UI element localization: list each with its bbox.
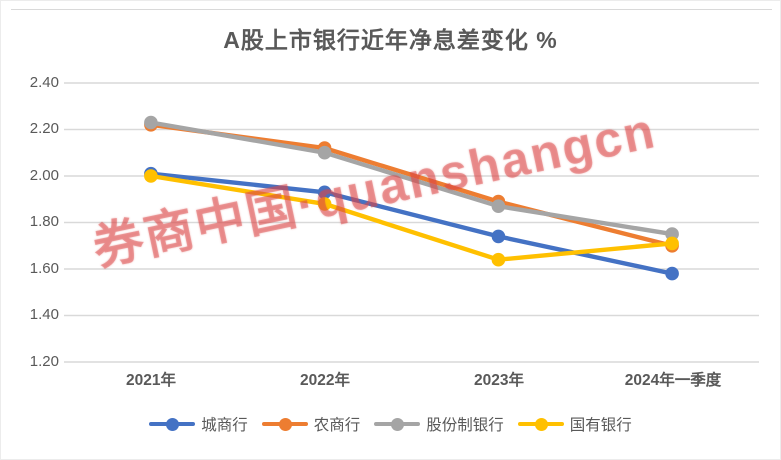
legend-marker-icon [149,417,196,431]
y-tick-label: 2.40 [29,74,59,91]
y-tick-label: 1.40 [29,306,59,323]
legend-label: 农商行 [313,417,361,434]
legend-marker-icon [261,417,308,431]
chart-legend: 城商行 农商行 股份制银行 国有银行 [1,413,780,435]
legend-label: 国有银行 [569,417,632,434]
x-tick-label: 2024年一季度 [624,372,722,389]
top-divider [11,9,772,10]
legend-item-guoyou: 国有银行 [517,413,632,435]
legend-marker-icon [374,417,421,431]
legend-label: 城商行 [201,417,248,434]
x-tick-label: 2023年 [474,372,524,389]
y-tick-label: 2.00 [29,167,59,184]
y-tick-label: 1.60 [29,260,59,277]
legend-marker-icon [517,417,564,431]
legend-item-nongshanghang: 农商行 [261,413,361,435]
legend-item-chengshanghang: 城商行 [149,413,248,435]
y-tick-label: 1.80 [29,213,59,230]
x-tick-label: 2021年 [126,372,176,389]
y-tick-label: 2.20 [29,120,59,137]
legend-item-gufenzhi: 股份制银行 [374,413,504,435]
chart-title: A股上市银行近年净息差变化 % [223,27,558,53]
y-tick-label: 1.20 [29,353,59,370]
x-tick-label: 2022年 [300,372,350,389]
legend-label: 股份制银行 [426,417,504,434]
